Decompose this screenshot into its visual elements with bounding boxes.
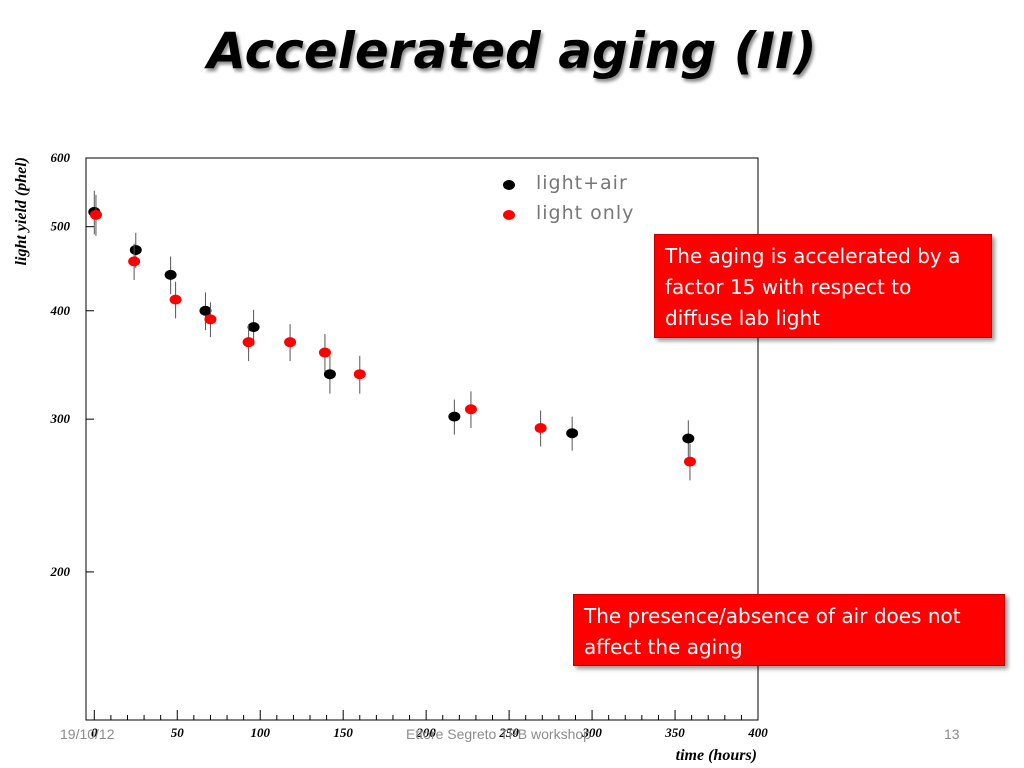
data-point-light-air bbox=[129, 245, 142, 256]
y-axis-ticks: 200 300 400 500 600 bbox=[50, 150, 94, 579]
data-point-light-air bbox=[566, 428, 579, 439]
slide-title: Accelerated aging (II) bbox=[207, 22, 817, 80]
x-axis-ticks: 0 50 100 150 200 250 300 350 400 bbox=[91, 710, 768, 740]
data-point-light-only bbox=[89, 209, 102, 220]
y-axis-label: light yield (phel) bbox=[13, 157, 30, 265]
x-axis-label: time (hours) bbox=[676, 747, 757, 764]
footer-author: Ettore Segreto TPB workshop bbox=[406, 726, 591, 742]
y-tick-label: 500 bbox=[51, 219, 71, 234]
x-tick-label: 350 bbox=[664, 725, 685, 740]
data-point-light-only bbox=[128, 256, 141, 267]
data-point-light-only bbox=[318, 347, 331, 358]
data-point-light-only bbox=[464, 404, 477, 415]
data-point-light-only bbox=[683, 456, 696, 467]
legend: light+air light only bbox=[503, 172, 634, 224]
data-point-light-air bbox=[247, 322, 260, 333]
data-point-light-only bbox=[204, 314, 217, 325]
data-point-light-only bbox=[353, 369, 366, 380]
x-tick-label: 200 bbox=[415, 725, 436, 740]
legend-marker bbox=[503, 210, 515, 220]
x-tick-label: 250 bbox=[498, 725, 519, 740]
data-point-light-only bbox=[242, 337, 255, 348]
data-point-light-air bbox=[199, 305, 212, 316]
data-point-light-air bbox=[448, 411, 461, 422]
data-point-light-air bbox=[164, 269, 177, 280]
y-tick-label: 200 bbox=[50, 564, 71, 579]
y-tick-label: 300 bbox=[50, 411, 71, 426]
footer-date: 19/10/12 bbox=[60, 726, 115, 742]
legend-marker bbox=[503, 180, 515, 190]
data-point-light-only bbox=[169, 294, 182, 305]
callout-air-effect: The presence/absence of air does not aff… bbox=[573, 594, 1005, 666]
callout-aging-factor: The aging is accelerated by a factor 15 … bbox=[654, 234, 992, 338]
y-tick-label: 600 bbox=[51, 150, 71, 165]
data-point-light-air bbox=[682, 433, 695, 444]
data-point-light-only bbox=[284, 337, 297, 348]
legend-label: light only bbox=[536, 202, 634, 224]
plot-frame bbox=[85, 157, 759, 721]
data-point-light-only bbox=[534, 423, 547, 434]
data-points bbox=[88, 190, 696, 481]
x-tick-label: 0 bbox=[91, 725, 98, 740]
data-point-light-air bbox=[323, 369, 336, 380]
x-tick-label: 150 bbox=[333, 725, 353, 740]
page-number: 13 bbox=[944, 726, 960, 742]
y-tick-label: 400 bbox=[50, 303, 71, 318]
x-tick-label: 300 bbox=[581, 725, 602, 740]
x-tick-label: 100 bbox=[250, 725, 270, 740]
x-tick-label: 50 bbox=[171, 725, 185, 740]
legend-label: light+air bbox=[536, 172, 628, 194]
x-tick-label: 400 bbox=[747, 725, 768, 740]
